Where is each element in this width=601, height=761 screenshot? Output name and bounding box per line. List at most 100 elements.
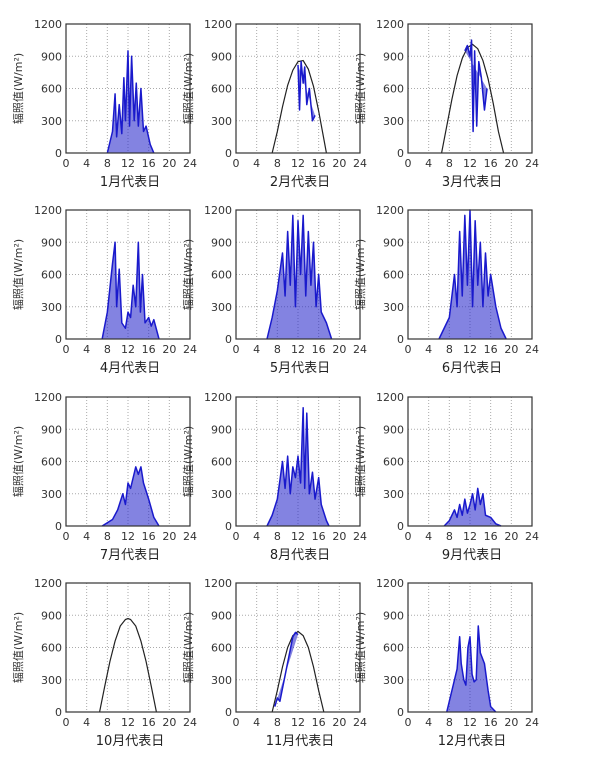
x-tick-label: 8: [446, 157, 453, 170]
y-tick-label: 600: [41, 269, 62, 282]
measured-irradiance-line: [101, 466, 160, 527]
y-tick-label: 300: [41, 115, 62, 128]
y-tick-label: 300: [211, 674, 232, 687]
x-tick-label: 24: [353, 157, 367, 170]
y-tick-label: 300: [383, 115, 404, 128]
x-axis-label: 6月代表日: [441, 361, 503, 376]
y-tick-label: 600: [211, 269, 232, 282]
y-tick-label: 600: [41, 642, 62, 655]
x-tick-label: 4: [425, 716, 432, 729]
x-tick-label: 12: [121, 530, 135, 543]
measured-irradiance-line: [297, 60, 316, 122]
y-tick-label: 600: [383, 269, 404, 282]
x-tick-label: 20: [162, 343, 176, 356]
x-tick-label: 0: [405, 530, 412, 543]
x-tick-label: 16: [312, 343, 326, 356]
x-tick-label: 12: [121, 343, 135, 356]
plot-frame: [65, 23, 191, 154]
x-tick-label: 24: [353, 716, 367, 729]
y-axis-label: 辐照值(W/m²): [181, 612, 195, 683]
x-tick-label: 24: [183, 716, 197, 729]
y-tick-label: 300: [41, 488, 62, 501]
y-tick-label: 300: [383, 488, 404, 501]
y-axis-label: 辐照值(W/m²): [11, 612, 25, 683]
x-tick-label: 8: [446, 716, 453, 729]
y-tick-label: 0: [55, 520, 62, 533]
x-tick-label: 24: [525, 530, 539, 543]
y-tick-label: 0: [225, 706, 232, 719]
x-tick-label: 4: [83, 343, 90, 356]
x-tick-label: 24: [353, 530, 367, 543]
y-tick-label: 900: [41, 423, 62, 436]
x-tick-label: 0: [405, 343, 412, 356]
y-axis-label: 辐照值(W/m²): [181, 426, 195, 497]
y-tick-label: 0: [397, 520, 404, 533]
x-tick-label: 20: [332, 343, 346, 356]
y-axis-label: 辐照值(W/m²): [353, 612, 367, 683]
plot-frame: [65, 582, 191, 713]
x-tick-label: 16: [312, 716, 326, 729]
x-tick-label: 16: [312, 157, 326, 170]
y-tick-label: 1200: [34, 391, 62, 404]
x-tick-label: 0: [63, 716, 70, 729]
y-tick-label: 300: [41, 301, 62, 314]
y-axis-label: 辐照值(W/m²): [11, 426, 25, 497]
x-tick-label: 16: [142, 343, 156, 356]
y-tick-label: 900: [383, 609, 404, 622]
y-tick-label: 300: [211, 488, 232, 501]
y-tick-label: 1200: [376, 391, 404, 404]
plot-frame: [235, 209, 361, 340]
y-axis-label: 辐照值(W/m²): [181, 53, 195, 124]
y-tick-label: 0: [397, 706, 404, 719]
x-tick-label: 20: [332, 716, 346, 729]
y-tick-label: 0: [225, 333, 232, 346]
x-axis-label: 12月代表日: [437, 734, 507, 749]
x-tick-label: 4: [425, 343, 432, 356]
x-tick-label: 12: [121, 716, 135, 729]
x-tick-label: 0: [63, 343, 70, 356]
x-tick-label: 4: [83, 716, 90, 729]
y-axis-label: 辐照值(W/m²): [353, 53, 367, 124]
y-tick-label: 600: [41, 456, 62, 469]
y-tick-label: 600: [211, 456, 232, 469]
plot-frame: [407, 209, 533, 340]
y-tick-label: 1200: [34, 18, 62, 31]
clear-sky-line: [271, 630, 325, 713]
x-tick-label: 0: [233, 530, 240, 543]
y-axis-label: 辐照值(W/m²): [181, 239, 195, 310]
x-tick-label: 0: [233, 343, 240, 356]
y-axis-label: 辐照值(W/m²): [353, 426, 367, 497]
y-tick-label: 1200: [376, 204, 404, 217]
y-axis-label: 辐照值(W/m²): [11, 53, 25, 124]
x-axis-label: 11月代表日: [265, 734, 335, 749]
subplot-11: 0 4 8 12 16 20 24 0 300 600 900 1200 辐照值(W/m²) 11月代表日: [170, 559, 370, 749]
x-tick-label: 24: [525, 343, 539, 356]
plot-frame: [65, 396, 191, 527]
y-tick-label: 600: [211, 642, 232, 655]
measured-irradiance-line: [274, 631, 299, 707]
x-axis-label: 4月代表日: [99, 361, 161, 376]
x-axis-label: 9月代表日: [441, 548, 503, 563]
x-axis-label: 2月代表日: [269, 175, 331, 190]
y-tick-label: 900: [41, 50, 62, 63]
x-tick-label: 20: [504, 343, 518, 356]
x-axis-label: 5月代表日: [269, 361, 331, 376]
plot-frame: [235, 582, 361, 713]
y-tick-label: 900: [211, 50, 232, 63]
x-tick-label: 8: [104, 530, 111, 543]
x-tick-label: 4: [425, 157, 432, 170]
measured-irradiance-line: [438, 209, 507, 340]
x-tick-label: 16: [484, 343, 498, 356]
x-tick-label: 24: [183, 343, 197, 356]
x-tick-label: 8: [446, 343, 453, 356]
x-tick-label: 12: [291, 343, 305, 356]
y-tick-label: 600: [211, 83, 232, 96]
